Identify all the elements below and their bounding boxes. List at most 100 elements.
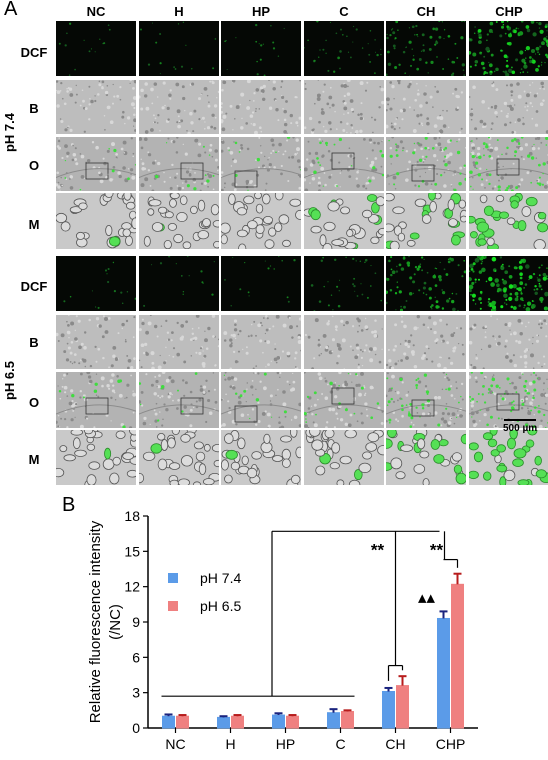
significance-triangles: ▲▲ (418, 591, 435, 604)
micrograph-o-c (304, 137, 384, 191)
bar-ch-ph74 (382, 690, 395, 729)
bar-c-ph65 (341, 711, 354, 729)
micrograph-b-ch (386, 80, 466, 134)
micrograph-b-hp (221, 315, 301, 369)
chart-annotations: ** ** ▲▲ (161, 530, 459, 697)
group-label-ph74: pH 7.4 (2, 112, 18, 153)
micrograph-m-ch (386, 430, 466, 485)
micrograph-b-chp (469, 80, 548, 134)
row-label-o: O (28, 158, 40, 173)
scale-bar: 500 µm (503, 419, 537, 434)
micrograph-b-c (304, 80, 384, 134)
row-label-o-2: O (28, 395, 40, 410)
micrograph-o-c (304, 372, 384, 428)
row-label-dcf-2: DCF (20, 279, 48, 294)
y-tick-label: 18 (124, 508, 140, 524)
y-tick-label: 6 (132, 649, 140, 665)
scale-bar-label: 500 µm (503, 423, 538, 434)
micrograph-m-hp (221, 430, 301, 485)
micrograph-o-hp (221, 137, 301, 191)
micrograph-b-ch (386, 315, 466, 369)
micrograph-dcf-c (304, 21, 384, 76)
y-axis-label: Relative fluorescence intensity (87, 520, 104, 723)
micrograph-dcf-hp (221, 256, 301, 311)
micrograph-dcf-chp (469, 256, 548, 311)
micrograph-m-ch (386, 193, 466, 249)
bar-chart: Relative fluorescence intensity (/NC) 0 3… (87, 508, 478, 752)
micrograph-b-h (139, 80, 219, 134)
y-tick-label: 12 (124, 579, 140, 595)
micrograph-o-hp (221, 372, 301, 428)
row-label-m: M (28, 217, 40, 232)
bar-chp-ph74 (437, 617, 450, 729)
significance-label-ch: ** (371, 540, 385, 559)
micrograph-m-h (139, 193, 219, 249)
micrograph-b-chp (469, 315, 548, 369)
significance-label-chp: ** (430, 540, 444, 559)
scale-bar-line (504, 419, 537, 421)
legend-swatch-ph65 (168, 601, 178, 611)
y-axis-label-unit: (/NC) (107, 604, 124, 640)
micrograph-m-c (304, 193, 384, 249)
micrograph-dcf-ch (386, 21, 466, 76)
bar-chp-ph65 (451, 583, 464, 729)
bar-hp-ph65 (286, 715, 299, 729)
micrograph-b-c (304, 315, 384, 369)
row-label-b: B (29, 101, 39, 116)
micrograph-dcf-ch (386, 256, 466, 311)
bar-hp-ph74 (272, 714, 285, 729)
y-tick-label: 15 (124, 543, 140, 559)
y-tick-label: 3 (132, 685, 140, 701)
panel-a-letter: A (4, 0, 18, 20)
bar-c-ph74 (327, 712, 340, 729)
micrograph-b-hp (221, 80, 301, 134)
micrograph-dcf-h (139, 256, 219, 311)
micrograph-o-chp (469, 137, 548, 191)
x-tick-label-nc: NC (165, 736, 185, 752)
micrograph-dcf-nc (56, 21, 136, 76)
bar-ch-ph65 (396, 685, 409, 729)
micrograph-dcf-chp (469, 21, 548, 76)
column-header-hp: HP (251, 4, 271, 19)
x-tick-label-ch: CH (385, 736, 405, 752)
panel-b-letter: B (62, 494, 76, 516)
x-tick-label-c: C (335, 736, 345, 752)
row-label-m-2: M (28, 452, 40, 467)
micrograph-o-nc (56, 137, 136, 191)
micrograph-m-hp (221, 193, 301, 249)
bar-h-ph74 (217, 716, 230, 729)
micrograph-o-h (139, 372, 219, 428)
chart-axes: 0 3 6 9 12 15 18 NC H HP C CH CHP (124, 508, 478, 752)
micrograph-dcf-nc (56, 256, 136, 311)
micrograph-b-nc (56, 80, 136, 134)
x-tick-label-h: H (225, 736, 235, 752)
chart-legend: pH 7.4 pH 6.5 (168, 570, 241, 614)
legend-label-ph65: pH 6.5 (200, 598, 241, 614)
bar-nc-ph65 (176, 715, 189, 729)
micrograph-m-chp (469, 193, 548, 249)
column-header-c: C (339, 4, 349, 19)
micrograph-o-ch (386, 137, 466, 191)
y-tick-label: 9 (132, 614, 140, 630)
micrograph-dcf-h (139, 21, 219, 76)
bar-nc-ph74 (162, 715, 175, 729)
row-label-b-2: B (29, 335, 39, 350)
chart-bars (162, 572, 464, 729)
x-tick-label-chp: CHP (436, 736, 466, 752)
micrograph-o-h (139, 137, 219, 191)
legend-label-ph74: pH 7.4 (200, 570, 241, 586)
micrograph-dcf-c (304, 256, 384, 311)
column-header-nc: NC (86, 4, 106, 19)
micrograph-m-h (139, 430, 219, 485)
column-header-chp: CHP (495, 4, 523, 19)
micrograph-o-ch (386, 372, 466, 428)
column-header-h: H (174, 4, 184, 19)
micrograph-m-nc (56, 430, 136, 485)
micrograph-b-nc (56, 315, 136, 369)
micrograph-m-c (304, 430, 384, 485)
legend-swatch-ph74 (168, 573, 178, 583)
y-tick-label: 0 (132, 720, 140, 736)
micrograph-o-nc (56, 372, 136, 428)
micrograph-m-nc (56, 193, 136, 249)
micrograph-o-chp (469, 372, 548, 428)
